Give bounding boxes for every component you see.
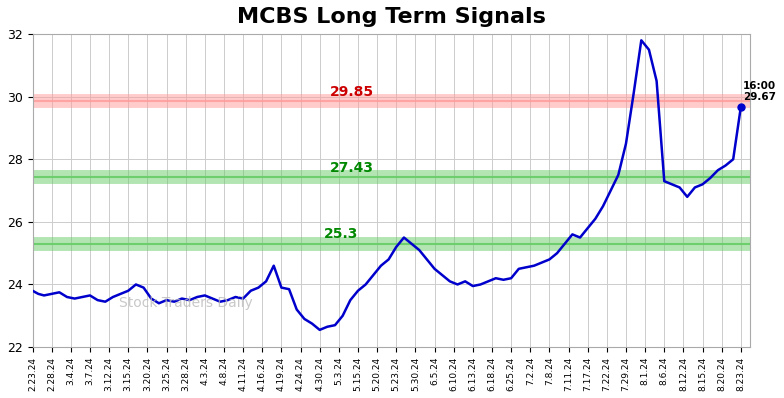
Text: Stock Traders Daily: Stock Traders Daily <box>118 296 252 310</box>
Title: MCBS Long Term Signals: MCBS Long Term Signals <box>237 7 546 27</box>
Text: 27.43: 27.43 <box>330 161 374 175</box>
Text: 16:00
29.67: 16:00 29.67 <box>742 81 776 102</box>
Text: 29.85: 29.85 <box>330 85 374 99</box>
Text: 25.3: 25.3 <box>324 227 358 241</box>
